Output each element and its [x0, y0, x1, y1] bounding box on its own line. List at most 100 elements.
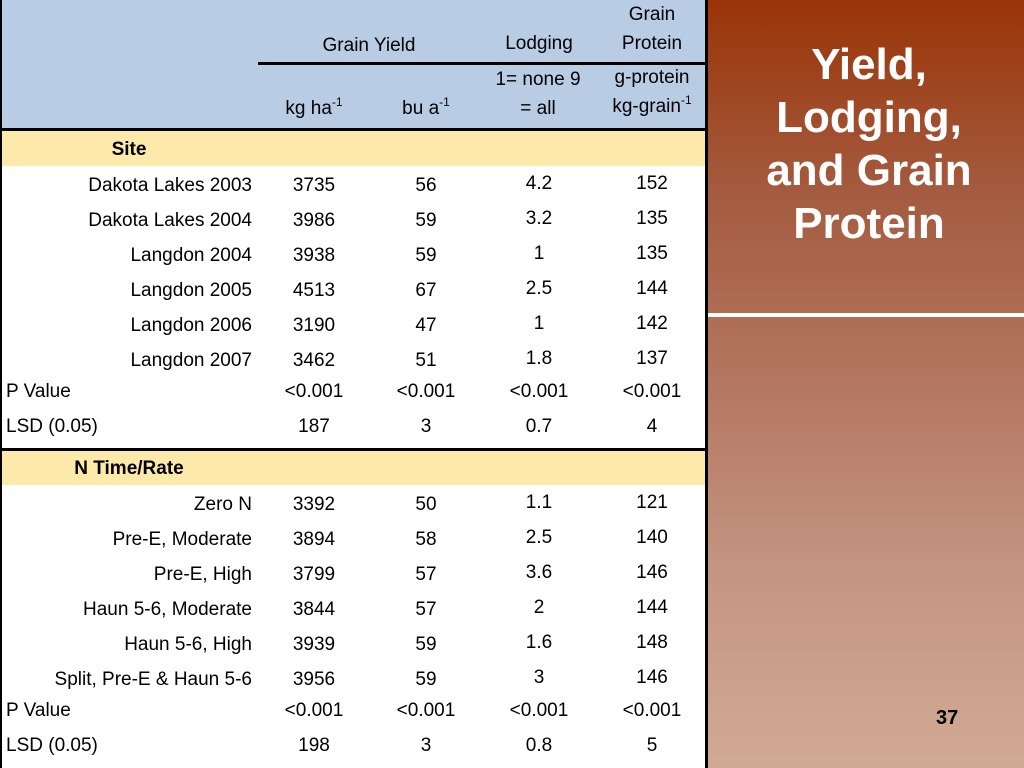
row-label: Pre-E, High [153, 564, 252, 585]
cell-lodging: 1 [533, 313, 545, 334]
row-label: Langdon 2006 [130, 315, 252, 336]
header-bu-exponent: -1 [439, 95, 450, 109]
cell-protein: 135 [636, 208, 668, 229]
title-panel-divider [708, 313, 1024, 317]
cell-protein: 144 [636, 278, 668, 299]
table-left-border [0, 0, 2, 768]
header-bu-base: bu a [402, 98, 440, 119]
p-value-label: P Value [6, 381, 71, 402]
cell-lodging: 3.6 [525, 562, 553, 583]
p-value-kg: <0.001 [284, 700, 344, 721]
cell-lodging: 3.2 [525, 208, 553, 229]
header-kg-base: kg ha [285, 98, 332, 119]
p-value-protein: <0.001 [622, 700, 682, 721]
cell-bu: 57 [415, 599, 437, 620]
row-label: Dakota Lakes 2003 [88, 175, 252, 196]
cell-protein: 148 [636, 632, 668, 653]
cell-kg: 3735 [292, 175, 336, 196]
header-lodging-scale: 1= none 9 = all [481, 65, 595, 123]
header-kg-per-ha: kg ha-1 [258, 94, 370, 123]
cell-bu: 59 [415, 634, 437, 655]
lsd-protein: 5 [646, 735, 658, 756]
section-label-site: Site [111, 139, 147, 160]
row-label: Haun 5-6, High [124, 634, 252, 655]
header-protein-exponent: -1 [680, 93, 692, 107]
slide-title-line: Yield, [811, 40, 927, 89]
lsd-lodging: 0.7 [525, 416, 553, 437]
header-lodging-scale-line2: = all [520, 98, 556, 119]
cell-bu: 47 [415, 315, 437, 336]
slide-number: 37 [936, 707, 959, 729]
p-value-lodging: <0.001 [509, 700, 569, 721]
cell-kg: 3956 [292, 669, 336, 690]
lsd-bu: 3 [420, 416, 432, 437]
section-label-n-time-rate: N Time/Rate [74, 458, 184, 479]
cell-lodging: 1.1 [525, 492, 553, 513]
cell-kg: 3844 [292, 599, 336, 620]
header-protein-units-line1: g-protein [614, 67, 690, 88]
header-protein-units: g-protein kg-grain-1 [596, 63, 708, 121]
cell-lodging: 1.6 [525, 632, 553, 653]
row-label: Pre-E, Moderate [112, 529, 252, 550]
cell-kg: 3894 [292, 529, 336, 550]
header-grain-protein: Grain Protein [598, 0, 706, 58]
cell-protein: 137 [636, 348, 668, 369]
header-protein-base: kg-grain [612, 96, 681, 117]
cell-protein: 146 [636, 667, 668, 688]
header-grain-protein-line2: Protein [621, 33, 683, 54]
header-bu-per-acre: bu a-1 [370, 94, 482, 123]
header-bottom-rule [0, 128, 708, 131]
cell-protein: 146 [636, 562, 668, 583]
data-table: Grain Yield Lodging Grain Protein kg ha-… [0, 0, 708, 768]
header-kg-exponent: -1 [331, 95, 343, 109]
row-label: Zero N [193, 494, 252, 515]
p-value-kg: <0.001 [284, 381, 344, 402]
row-label: Dakota Lakes 2004 [88, 210, 252, 231]
cell-lodging: 2 [533, 597, 545, 618]
header-group-rule [258, 62, 708, 65]
section-band-n-time-rate [0, 450, 708, 485]
slide-title-line: Protein [793, 199, 945, 248]
lsd-kg: 198 [298, 735, 330, 756]
cell-bu: 67 [415, 280, 437, 301]
cell-protein: 152 [636, 173, 668, 194]
lsd-label: LSD (0.05) [6, 735, 98, 756]
cell-bu: 57 [415, 564, 437, 585]
cell-lodging: 2.5 [525, 527, 553, 548]
cell-kg: 3462 [292, 350, 336, 371]
cell-protein: 135 [636, 243, 668, 264]
cell-protein: 121 [636, 492, 668, 513]
cell-bu: 51 [415, 350, 437, 371]
cell-kg: 3190 [292, 315, 336, 336]
cell-kg: 3392 [292, 494, 336, 515]
cell-bu: 58 [415, 529, 437, 550]
p-value-bu: <0.001 [396, 381, 456, 402]
cell-kg: 3986 [292, 210, 336, 231]
p-value-label: P Value [6, 700, 71, 721]
cell-bu: 56 [415, 175, 437, 196]
slide-title-line: Lodging, [776, 93, 962, 142]
p-value-protein: <0.001 [622, 381, 682, 402]
slide-title-line: and Grain [766, 146, 972, 195]
cell-protein: 144 [636, 597, 668, 618]
p-value-bu: <0.001 [396, 700, 456, 721]
row-label: Langdon 2005 [130, 280, 252, 301]
row-label: Langdon 2004 [130, 245, 252, 266]
header-lodging: Lodging [505, 33, 573, 54]
cell-kg: 3938 [292, 245, 336, 266]
header-protein-units-line2: kg-grain-1 [596, 92, 708, 121]
cell-protein: 142 [636, 313, 668, 334]
slide-title: Yield, Lodging, and Grain Protein [708, 38, 1024, 250]
lsd-protein: 4 [646, 416, 658, 437]
row-label: Haun 5-6, Moderate [83, 599, 252, 620]
cell-protein: 140 [636, 527, 668, 548]
section-band-site [0, 131, 708, 166]
cell-lodging: 2.5 [525, 278, 553, 299]
cell-kg: 4513 [292, 280, 336, 301]
lsd-kg: 187 [298, 416, 330, 437]
cell-bu: 59 [415, 669, 437, 690]
cell-lodging: 3 [533, 667, 545, 688]
header-grain-protein-line1: Grain [628, 4, 676, 25]
cell-kg: 3939 [292, 634, 336, 655]
cell-bu: 59 [415, 245, 437, 266]
